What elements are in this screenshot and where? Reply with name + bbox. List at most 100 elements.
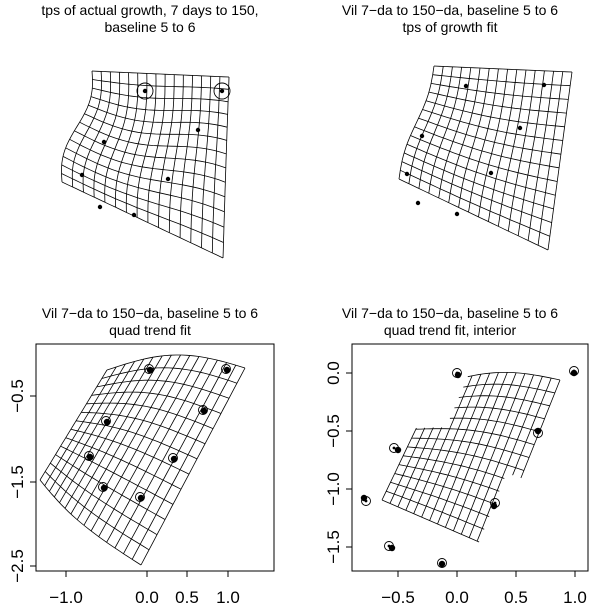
panel3-deformation-grid [39, 354, 246, 566]
panel4-deformation-grid [381, 372, 561, 543]
grid-line [401, 161, 552, 223]
grid-line [125, 73, 148, 213]
grid-line [410, 135, 558, 182]
grid-line [437, 372, 499, 525]
landmark-dot [419, 133, 425, 139]
panel1-title-line1: tps of actual growth, 7 days to 150, [41, 2, 259, 18]
landmark-ring [101, 416, 111, 426]
grid-line [537, 71, 564, 246]
landmark-ring [221, 364, 231, 374]
grid-line [400, 169, 550, 237]
grid-line [93, 72, 121, 198]
landmark-dot [137, 494, 145, 502]
landmark-dot [86, 453, 94, 461]
grid-line [448, 67, 481, 203]
landmark-dot [570, 369, 578, 377]
panel2-title-line2: tps of growth fit [402, 19, 498, 35]
panel3-x-axis: −1.0 0.0 0.5 1.0 [49, 570, 240, 607]
grid-line [61, 164, 225, 228]
grid-line [60, 445, 174, 505]
landmark-dot [200, 407, 208, 415]
panel3-y-tick: −0.5 [8, 379, 27, 413]
grid-line [211, 76, 221, 253]
grid-line [147, 74, 166, 223]
grid-line [49, 363, 126, 492]
grid-line [453, 372, 517, 532]
grid-line [432, 74, 571, 87]
panel4-title-line2: quad trend fit, interior [383, 322, 517, 338]
grid-line [158, 74, 175, 228]
panel4-x-tick: 0.5 [504, 588, 528, 607]
panel2-title: Vil 7−da to 150−da, baseline 5 to 6 tps … [300, 2, 600, 36]
grid-line [460, 373, 526, 535]
grid-line [468, 68, 499, 213]
landmark-ring [213, 82, 231, 100]
grid-line [418, 66, 453, 189]
landmark-dot [223, 366, 231, 374]
grid-line [90, 355, 191, 532]
grid-line [478, 69, 508, 217]
grid-line [44, 471, 150, 551]
grid-line [104, 72, 130, 203]
grid-line [39, 479, 142, 566]
panel3-plot-frame [35, 343, 275, 572]
grid-line [81, 411, 206, 445]
landmark-dot [101, 139, 107, 145]
grid-line [389, 427, 426, 504]
panel4-y-tick: −1.0 [324, 472, 343, 506]
landmark-ring [98, 482, 108, 492]
landmark-dot [454, 371, 462, 379]
grid-line [70, 428, 190, 475]
grid-line [398, 178, 549, 251]
grid-line [98, 356, 200, 537]
landmark-dot [131, 212, 137, 218]
grid-line [106, 354, 246, 371]
landmark-dot [463, 83, 469, 89]
panel3-title-line2: quad trend fit [109, 322, 191, 338]
landmark-dot [404, 171, 410, 177]
grid-line [381, 427, 417, 501]
panel4-title: Vil 7−da to 150−da, baseline 5 to 6 quad… [300, 305, 600, 339]
grid-line [405, 427, 443, 511]
panel3-y-axis: −0.5 −1.5 −2.5 [8, 368, 37, 583]
panel3-title: Vil 7−da to 150−da, baseline 5 to 6 quad… [0, 305, 300, 339]
grid-line [425, 100, 565, 128]
grid-line [131, 365, 237, 560]
grid-line [92, 87, 229, 103]
grid-line [431, 83, 569, 100]
panel4-y-tick: −1.5 [324, 530, 343, 564]
grid-line [140, 367, 246, 566]
grid-line [76, 354, 172, 520]
landmark-ring [144, 364, 154, 374]
grid-line [445, 372, 508, 528]
panel1-title: tps of actual growth, 7 days to 150, bas… [0, 2, 300, 36]
grid-line [96, 379, 230, 399]
landmark-dot [488, 170, 494, 176]
landmark-ring [135, 492, 145, 502]
landmark-ring [84, 451, 94, 461]
landmark-ring [136, 82, 154, 100]
grid-line [61, 181, 224, 259]
grid-line [468, 374, 534, 538]
grid-line [463, 383, 555, 394]
panel4-x-tick: 0.0 [445, 588, 469, 607]
grid-line [179, 75, 193, 238]
landmark-dot [170, 455, 178, 463]
grid-line [527, 71, 554, 241]
grid-line [101, 367, 238, 384]
landmark-dot [97, 204, 103, 210]
grid-line [65, 437, 182, 490]
grid-line [65, 147, 225, 198]
grid-line [507, 70, 536, 232]
grid-line [76, 420, 198, 460]
landmark-dot [392, 446, 396, 450]
grid-line [428, 67, 462, 194]
grid-line [88, 104, 228, 128]
landmark-dot [103, 418, 111, 426]
panel3-x-tick: −1.0 [49, 588, 83, 607]
panel3-x-tick: 0.0 [135, 588, 159, 607]
grid-line [433, 65, 573, 73]
landmark-dot [541, 82, 547, 88]
landmark-dot [388, 544, 396, 552]
grid-line [476, 376, 543, 542]
